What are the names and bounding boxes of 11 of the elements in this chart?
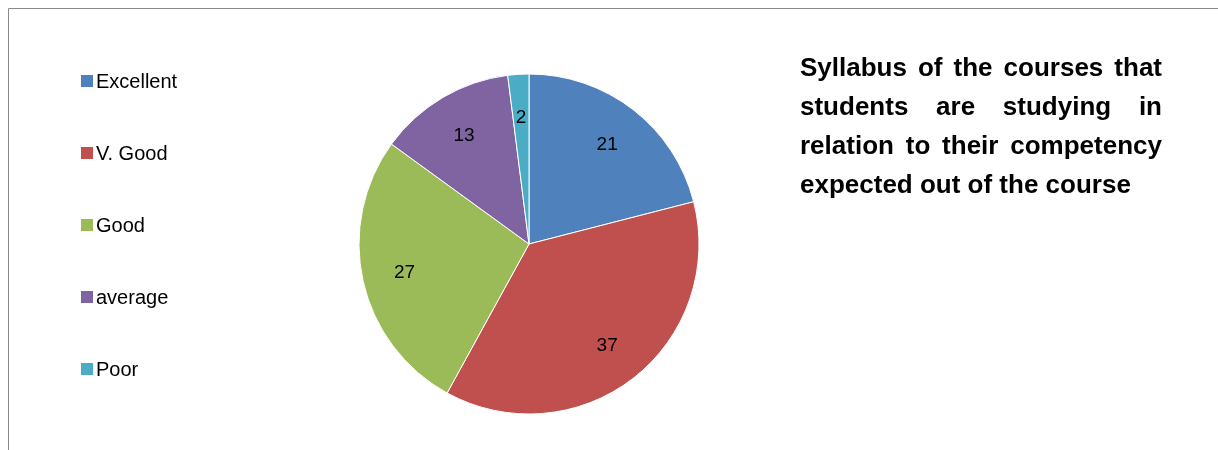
data-label: 27 [394, 261, 416, 283]
legend-label: average [96, 286, 169, 308]
legend-label: Poor [96, 358, 139, 380]
legend-label: Good [96, 214, 145, 236]
data-label: 2 [515, 106, 527, 128]
data-label: 13 [453, 123, 475, 145]
text: Syllabus of the courses that students are studying in relation to their competency expected out of the course [800, 51, 1162, 201]
legend-label: Excellent [96, 70, 178, 92]
data-label: 37 [596, 334, 618, 356]
legend-label: V. Good [96, 142, 168, 164]
data-label: 21 [596, 132, 618, 154]
